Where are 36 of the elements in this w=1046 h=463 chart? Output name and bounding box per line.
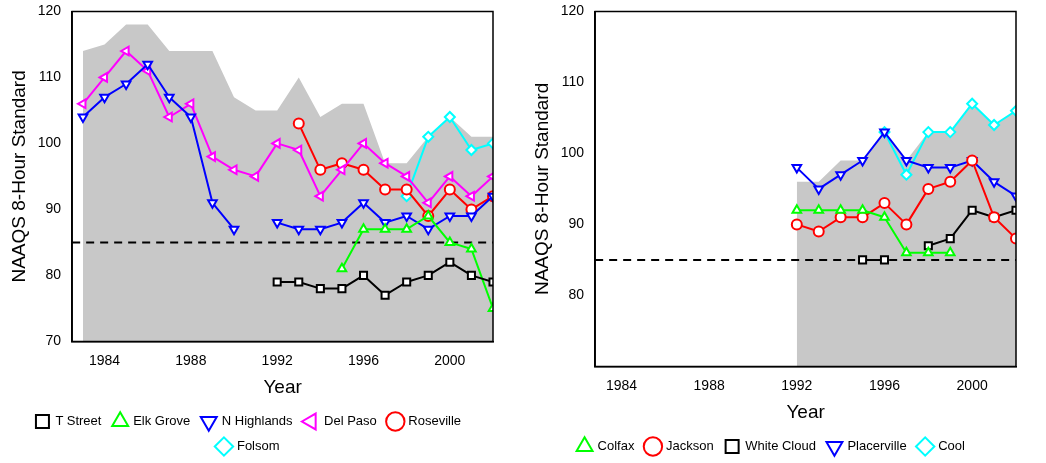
- legend-label: N Highlands: [221, 413, 294, 429]
- y-tick-label: 90: [568, 215, 585, 232]
- y-tick-label: 80: [568, 286, 585, 303]
- y-tick-label: 100: [560, 144, 585, 161]
- legend-label: T Street: [55, 413, 102, 429]
- x-tick-label: 1992: [261, 351, 293, 368]
- x-tick-label: 1988: [693, 376, 725, 393]
- legend-label: Cool: [938, 438, 966, 454]
- y-tick-label: 90: [45, 200, 62, 217]
- x-tick-label: 2000: [434, 351, 466, 368]
- y-tick-label: 120: [37, 2, 62, 19]
- x-tick-label: 1992: [781, 376, 813, 393]
- x-tick-label: 1984: [88, 351, 121, 368]
- legend-label: Folsom: [236, 438, 280, 454]
- y-tick-label: 120: [560, 2, 585, 19]
- x-tick-label: 1996: [868, 376, 901, 393]
- y-tick-label: 110: [38, 68, 62, 85]
- x-axis-title: Year: [786, 400, 826, 422]
- y-tick-label: 80: [45, 266, 62, 283]
- y-tick-label: 110: [561, 73, 585, 90]
- x-tick-label: 1984: [605, 376, 638, 393]
- legend-label: Placerville: [847, 438, 907, 454]
- x-tick-label: 1996: [347, 351, 380, 368]
- legend-label: Jackson: [665, 438, 714, 454]
- y-tick-label: 70: [45, 332, 62, 349]
- legend-label: Del Paso: [324, 413, 377, 429]
- y-axis-title: NAAQS 8-Hour Standard: [530, 82, 552, 296]
- y-axis-title: NAAQS 8-Hour Standard: [7, 70, 29, 283]
- legend-label: Elk Grove: [133, 413, 191, 429]
- x-tick-label: 2000: [956, 376, 988, 393]
- x-axis-title: Year: [263, 375, 303, 397]
- legend-label: White Cloud: [745, 438, 816, 454]
- y-tick-label: 100: [37, 134, 62, 151]
- legend-label: Roseville: [408, 413, 462, 429]
- x-tick-label: 1988: [175, 351, 207, 368]
- legend-label: Colfax: [597, 438, 635, 454]
